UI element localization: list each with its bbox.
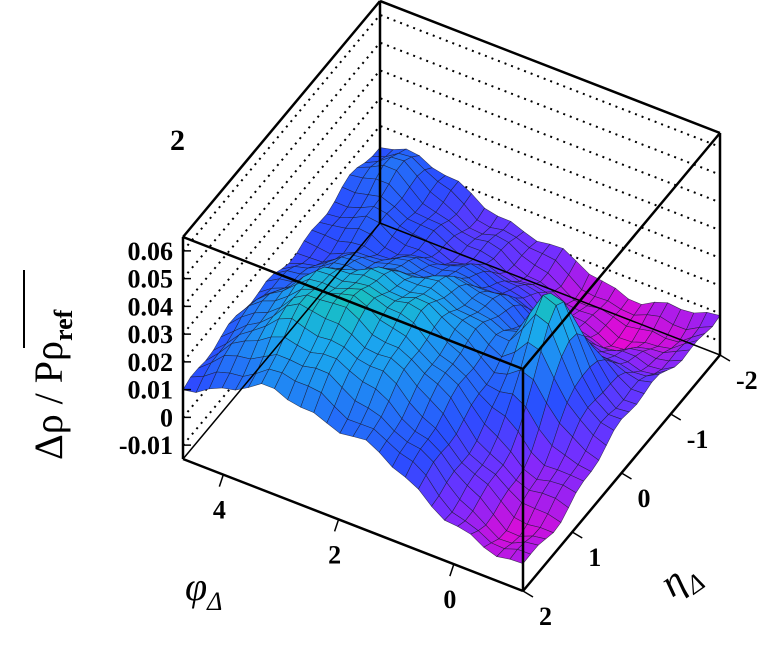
eta-tick-mark [571,531,583,539]
phi-tick-mark [333,519,340,532]
eta-tick-label: -2 [736,366,758,395]
phi-axis-title: φΔ [185,564,222,616]
eta-tick-mark [522,590,534,598]
z-tick-label: 0 [160,403,173,432]
phi-axis-label: φ [185,564,207,609]
eta-tick-label: 2 [539,602,552,631]
z-tick-label: 0.02 [128,348,174,377]
svg-text:ηΔ: ηΔ [651,548,710,611]
z-tick-label: 0.06 [128,237,174,266]
z-tick-label: 0.03 [128,320,174,349]
svg-text:Δρ / Pρref: Δρ / Pρref [26,309,78,460]
z-tick-label: -0.01 [119,431,173,460]
frame-floor-front-left [182,457,524,593]
phi-tick-label: 0 [443,585,456,614]
phi-tick-mark [449,563,455,577]
z-tick-label: 0.05 [128,265,174,294]
eta-tick-mark [719,354,731,362]
eta-axis-title: ηΔ [651,548,710,611]
frame-floor-back-right [379,222,721,356]
eta-tick-mark [621,472,632,480]
z-tick-label: 0.01 [128,376,174,405]
eta-tick-label: -1 [687,425,709,454]
phi-tick-label: 2 [328,540,341,569]
frame-top-back-left [182,0,381,238]
surface-mesh [182,147,721,564]
frame-floor-back-left [182,222,381,460]
frame-top-front-left [182,235,524,371]
z-tick-label: 0.04 [128,292,174,321]
eta-tick-label: 1 [588,543,601,572]
frame-top-front-right [522,132,721,370]
frame-top-back-right [379,0,721,135]
z-axis-label: Δρ / Pρ [26,341,71,460]
phi-tick-mark [218,474,225,487]
phi-axis-label-sub: Δ [206,587,222,616]
z-axis-title: Δρ / Pρref [23,270,78,460]
eta-tick-label: 0 [638,484,651,513]
surface-cell [509,548,532,564]
eta-tick-mark [670,413,682,421]
phi-tick-label: 4 [213,496,226,525]
panel-label: 2 [170,124,185,157]
z-axis-label-sub: ref [49,309,78,341]
